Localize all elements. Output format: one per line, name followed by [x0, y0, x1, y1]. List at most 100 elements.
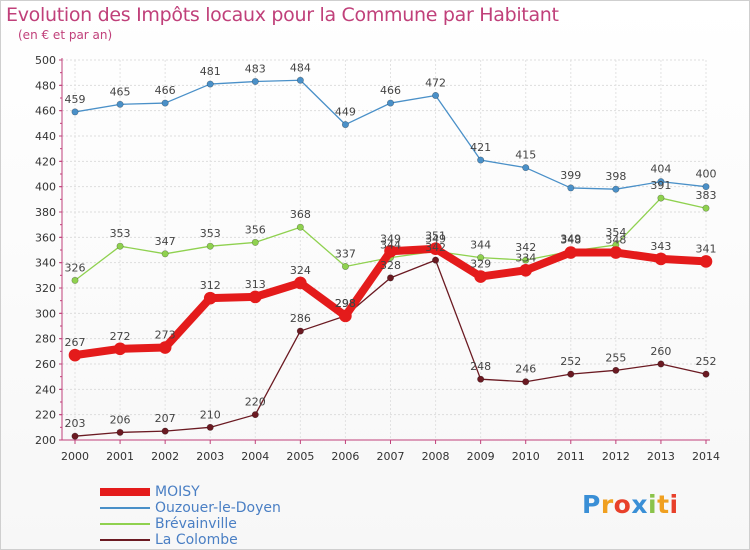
data-label-la-colombe: 342	[425, 241, 446, 254]
data-point-moisy	[339, 309, 352, 323]
data-point-ouzouer-le-doyen	[477, 156, 485, 164]
data-point-moisy	[248, 290, 262, 304]
data-point-la-colombe	[116, 428, 124, 436]
data-point-moisy	[294, 276, 307, 290]
y-tick-label: 460	[35, 105, 56, 118]
data-label-la-colombe: 248	[470, 360, 491, 373]
data-label-la-colombe: 206	[110, 413, 131, 426]
data-label-la-colombe: 328	[380, 259, 401, 272]
y-tick-label: 320	[35, 282, 56, 295]
logo-letter: x	[631, 490, 648, 519]
x-tick-label: 2001	[106, 450, 134, 463]
x-tick-label: 2004	[241, 450, 269, 463]
data-label-la-colombe: 203	[65, 417, 86, 430]
data-point-ouzouer-le-doyen	[296, 76, 304, 84]
data-label-ouzouer-le-doyen: 465	[110, 85, 131, 98]
data-label-moisy: 351	[425, 230, 446, 243]
data-point-brevainville	[116, 242, 124, 250]
legend-swatch	[100, 523, 150, 525]
data-label-ouzouer-le-doyen: 404	[650, 163, 671, 176]
data-point-ouzouer-le-doyen	[161, 99, 169, 107]
data-point-moisy	[384, 244, 397, 258]
legend-label: La Colombe	[155, 532, 238, 548]
data-point-moisy	[609, 246, 623, 259]
x-tick-label: 2008	[422, 450, 450, 463]
data-point-moisy	[564, 246, 578, 259]
data-point-ouzouer-le-doyen	[206, 80, 214, 88]
data-label-la-colombe: 210	[200, 408, 221, 421]
data-label-la-colombe: 252	[696, 355, 717, 368]
data-label-moisy: 272	[110, 330, 131, 343]
data-point-moisy	[203, 291, 217, 305]
x-tick-label: 2009	[467, 450, 495, 463]
data-label-brevainville: 391	[650, 179, 671, 192]
data-point-la-colombe	[206, 423, 214, 431]
legend-swatch	[100, 539, 150, 541]
data-label-la-colombe: 207	[155, 412, 176, 425]
data-point-la-colombe	[296, 327, 304, 335]
data-point-moisy	[474, 270, 487, 283]
data-label-ouzouer-le-doyen: 466	[380, 84, 401, 97]
y-tick-label: 340	[35, 257, 56, 270]
data-label-ouzouer-le-doyen: 459	[65, 93, 86, 106]
data-label-brevainville: 353	[200, 227, 221, 240]
data-label-ouzouer-le-doyen: 398	[605, 170, 626, 183]
data-label-ouzouer-le-doyen: 400	[696, 168, 717, 181]
data-label-moisy: 348	[605, 234, 626, 247]
data-label-brevainville: 344	[470, 239, 491, 252]
data-label-moisy: 312	[200, 279, 221, 292]
data-point-la-colombe	[657, 360, 665, 368]
y-tick-label: 240	[35, 383, 56, 396]
data-point-moisy	[113, 342, 127, 356]
x-tick-label: 2003	[196, 450, 224, 463]
chart-title: Evolution des Impôts locaux pour la Comm…	[6, 4, 559, 26]
data-point-brevainville	[657, 194, 665, 202]
data-label-brevainville: 342	[515, 241, 536, 254]
data-point-ouzouer-le-doyen	[251, 78, 259, 86]
data-point-brevainville	[71, 276, 79, 284]
y-tick-label: 440	[35, 130, 56, 143]
data-point-ouzouer-le-doyen	[612, 185, 620, 193]
legend-label: MOISY	[155, 484, 200, 500]
data-point-brevainville	[702, 204, 710, 212]
data-label-moisy: 267	[65, 336, 86, 349]
data-label-la-colombe: 252	[560, 355, 581, 368]
data-point-brevainville	[477, 254, 485, 262]
x-tick-label: 2005	[286, 450, 314, 463]
data-point-la-colombe	[612, 366, 620, 374]
data-label-moisy: 329	[470, 258, 491, 271]
data-point-ouzouer-le-doyen	[386, 99, 394, 107]
data-point-moisy	[699, 255, 713, 268]
logo-letter: i	[669, 490, 679, 519]
data-label-moisy: 298	[335, 297, 356, 310]
data-point-ouzouer-le-doyen	[71, 108, 79, 116]
x-tick-label: 2010	[512, 450, 540, 463]
logo-letter: t	[657, 490, 670, 519]
data-point-ouzouer-le-doyen	[116, 100, 124, 108]
data-label-brevainville: 354	[605, 226, 626, 239]
x-tick-label: 2012	[602, 450, 630, 463]
logo-letter: r	[600, 490, 614, 519]
data-label-ouzouer-le-doyen: 472	[425, 76, 446, 89]
logo-letter: o	[613, 490, 632, 519]
y-tick-label: 500	[35, 54, 56, 67]
y-tick-label: 200	[35, 434, 56, 447]
y-tick-label: 300	[35, 307, 56, 320]
data-label-brevainville: 347	[155, 235, 176, 248]
y-tick-label: 360	[35, 231, 56, 244]
data-point-ouzouer-le-doyen	[522, 164, 530, 172]
data-point-brevainville	[161, 250, 169, 258]
data-point-moisy	[654, 252, 668, 266]
x-tick-label: 2011	[557, 450, 585, 463]
data-point-ouzouer-le-doyen	[702, 183, 710, 191]
data-point-moisy	[158, 341, 172, 354]
data-label-la-colombe: 298	[335, 297, 356, 310]
data-label-la-colombe: 260	[650, 345, 671, 358]
chart-subtitle: (en € et par an)	[18, 28, 113, 42]
data-label-ouzouer-le-doyen: 484	[290, 61, 311, 74]
data-point-la-colombe	[251, 411, 259, 419]
data-label-la-colombe: 286	[290, 312, 311, 325]
data-label-brevainville: 356	[245, 223, 266, 236]
data-label-ouzouer-le-doyen: 415	[515, 149, 536, 162]
y-tick-label: 380	[35, 206, 56, 219]
